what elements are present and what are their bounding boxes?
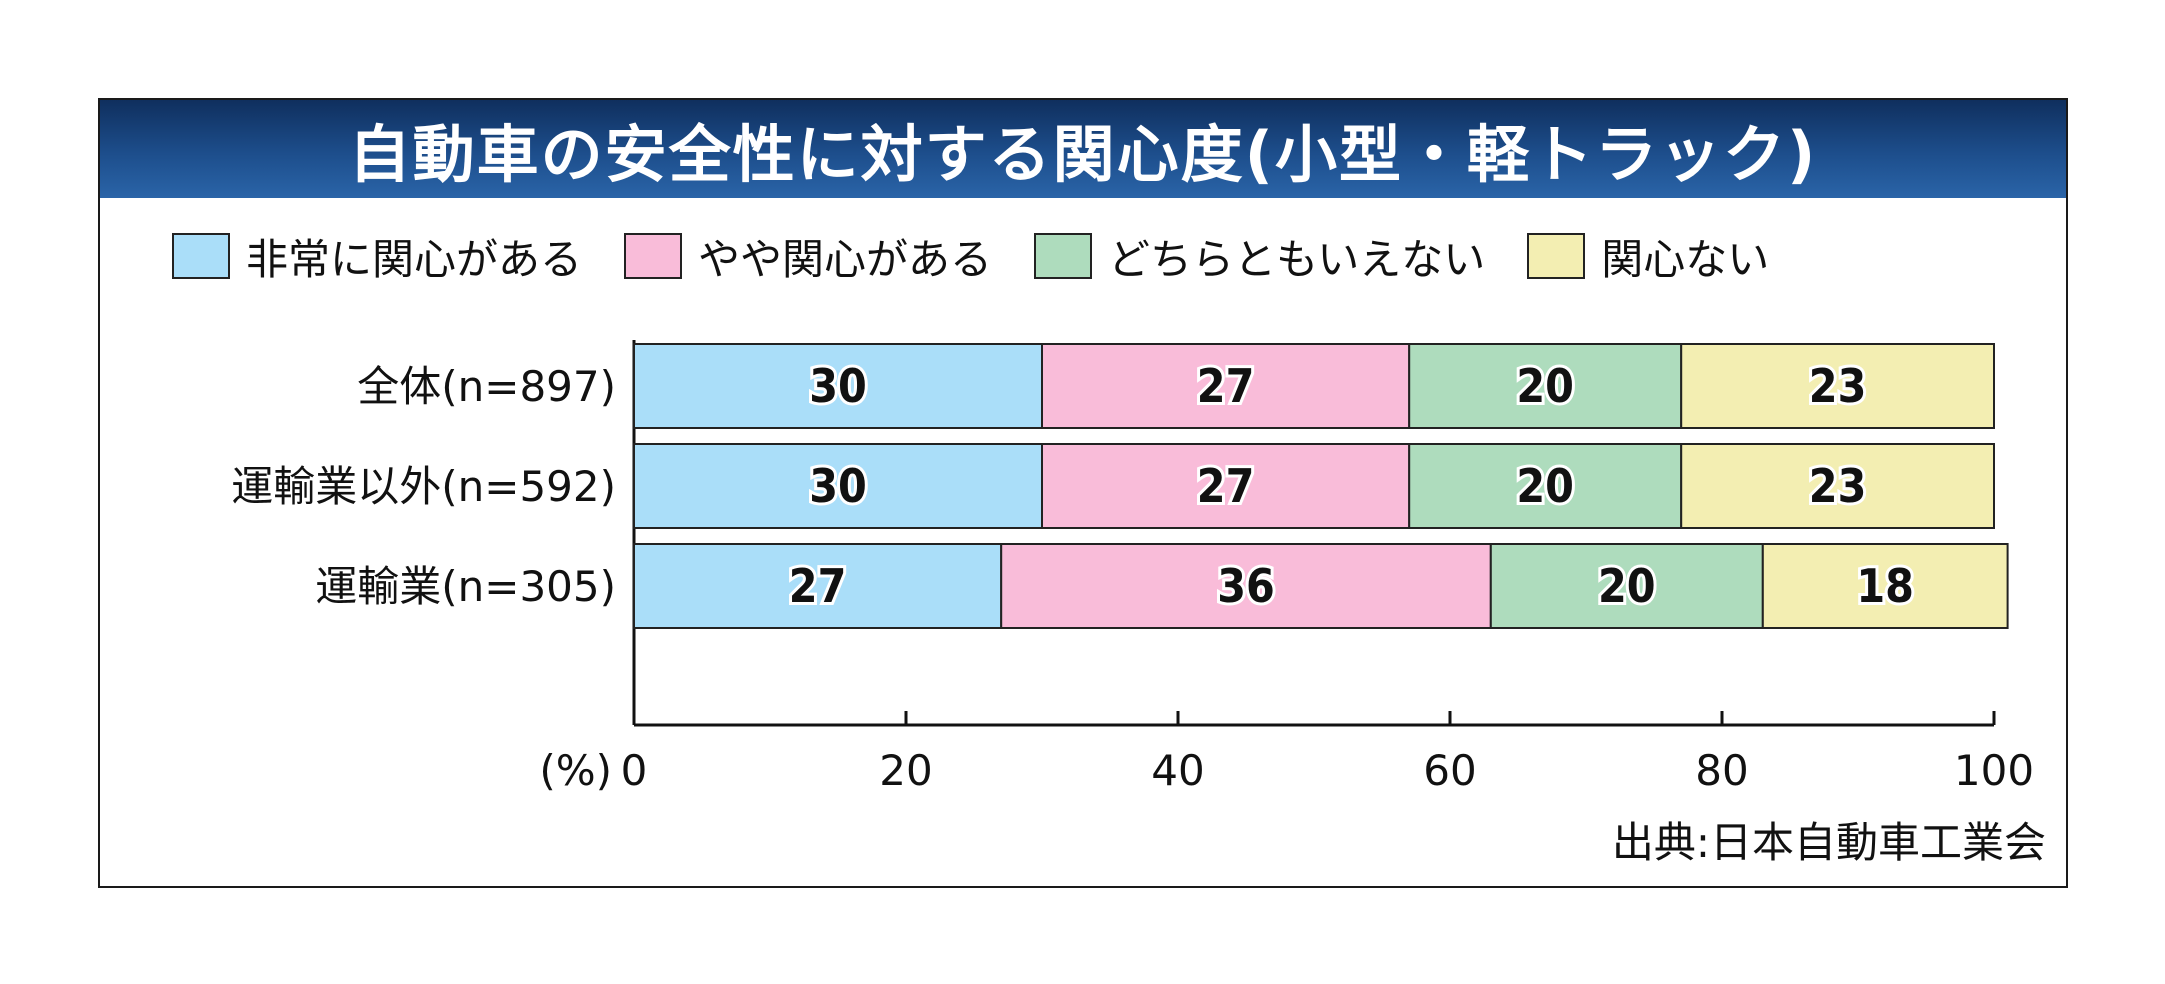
- legend-swatch: [1034, 233, 1093, 279]
- category-label: 全体(n=897): [357, 362, 616, 411]
- data-label: 30: [809, 359, 867, 413]
- data-label: 18: [1856, 559, 1914, 613]
- x-tick-label: 80: [1695, 746, 1748, 795]
- bar-segment: [1041, 443, 1411, 529]
- legend-swatch: [1527, 233, 1586, 279]
- data-label: 23: [1809, 459, 1867, 513]
- legend-label: やや関心がある: [698, 234, 993, 284]
- legend-item: やや関心がある: [624, 226, 992, 287]
- bar-segment: [633, 443, 1043, 529]
- legend-item: どちらともいえない: [1034, 226, 1485, 287]
- data-label: 27: [789, 559, 847, 613]
- bar-segment: [1000, 543, 1492, 629]
- data-label: 36: [1217, 559, 1275, 613]
- bar-segment: [1041, 343, 1411, 429]
- data-label: 27: [1197, 359, 1255, 413]
- data-label: 20: [1598, 559, 1656, 613]
- data-label: 20: [1516, 359, 1574, 413]
- legend-item: 非常に関心がある: [172, 226, 582, 287]
- legend-label: どちらともいえない: [1108, 234, 1486, 284]
- legend-item: 関心ない: [1527, 226, 1769, 287]
- x-tick-label: 60: [1423, 746, 1476, 795]
- bar-segment: [1489, 543, 1764, 629]
- source-note: 出典:日本自動車工業会: [1611, 818, 2046, 867]
- legend: 非常に関心がある やや関心がある どちらともいえない 関心ない: [172, 226, 1811, 286]
- bar-segment: [1680, 343, 1995, 429]
- data-label: 23: [1809, 359, 1867, 413]
- bar-segment: [1408, 343, 1683, 429]
- chart-title: 自動車の安全性に対する関心度(小型・軽トラック): [348, 118, 1818, 191]
- legend-swatch: [172, 233, 230, 279]
- x-tick-label: 100: [1954, 746, 2034, 795]
- x-tick-label: 0: [621, 746, 648, 795]
- x-axis-label: (%): [539, 746, 612, 795]
- category-label: 運輸業(n=305): [315, 562, 616, 611]
- data-label: 20: [1516, 459, 1574, 513]
- category-label: 運輸業以外(n=592): [231, 462, 616, 511]
- bar-segment: [1408, 443, 1683, 529]
- data-label: 30: [809, 459, 867, 513]
- x-tick-label: 40: [1151, 746, 1204, 795]
- bar-segment: [1761, 543, 2009, 629]
- x-tick-label: 20: [879, 746, 932, 795]
- title-bar: 自動車の安全性に対する関心度(小型・軽トラック): [100, 100, 2066, 198]
- bar-segment: [633, 343, 1043, 429]
- chart-frame: 自動車の安全性に対する関心度(小型・軽トラック) 非常に関心がある やや関心があ…: [98, 98, 2068, 888]
- bar-segment: [1680, 443, 1995, 529]
- bar-chart: 全体(n=897) 30 27 20 23 運輸業以外(n=592) 30 27 20 23 運輸業…: [231, 340, 2034, 795]
- legend-label: 関心ない: [1601, 234, 1770, 284]
- legend-swatch: [624, 233, 683, 279]
- legend-label: 非常に関心がある: [246, 234, 583, 284]
- data-label: 27: [1197, 459, 1255, 513]
